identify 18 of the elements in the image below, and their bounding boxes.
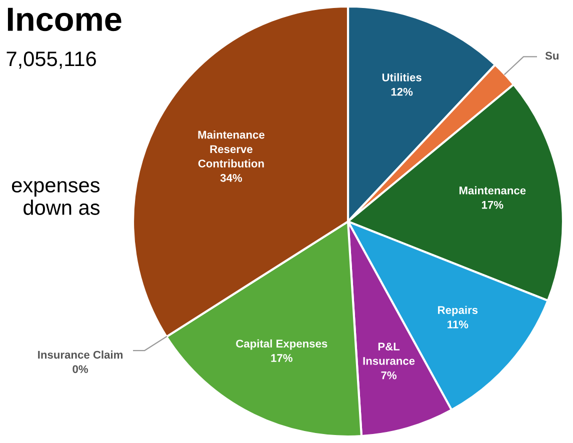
slice-label: Su [545, 52, 558, 60]
data-label: 12% [391, 88, 413, 96]
slice-label: Maintenance [459, 186, 526, 194]
slice-label: Repairs [438, 306, 478, 316]
text: 0% [72, 365, 88, 374]
data-label: 34% [220, 174, 242, 182]
data-label: 11% [448, 320, 468, 328]
data-label: 7% [381, 371, 397, 380]
text: 7,055,116 [6, 51, 96, 69]
data-label: 17% [482, 200, 504, 209]
chart-title: Income [8, 8, 122, 32]
data-label: 17% [271, 354, 292, 362]
category-label: Insurance Claim [38, 350, 122, 359]
slice-label: Capital Expenses [236, 339, 328, 350]
slice-label: P&L Insurance [363, 342, 415, 365]
slice-label: Utilities [382, 73, 422, 82]
text: expenses down as [12, 181, 100, 215]
slice-label: Maintenance Reserve Contribution [198, 130, 264, 168]
